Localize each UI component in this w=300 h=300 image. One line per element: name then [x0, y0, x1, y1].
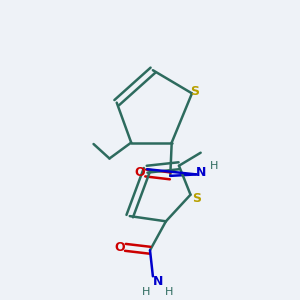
Text: H: H: [142, 287, 151, 297]
Text: O: O: [114, 241, 125, 254]
Text: H: H: [210, 161, 219, 171]
Text: S: S: [192, 192, 201, 205]
Text: N: N: [196, 167, 207, 179]
Text: O: O: [135, 167, 145, 179]
Text: N: N: [153, 275, 163, 288]
Text: S: S: [190, 85, 199, 98]
Text: H: H: [165, 287, 173, 297]
